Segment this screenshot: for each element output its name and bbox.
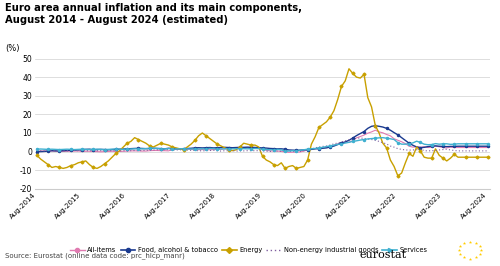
- Text: eurostat: eurostat: [360, 250, 407, 260]
- Text: Euro area annual inflation and its main components,
August 2014 - August 2024 (e: Euro area annual inflation and its main …: [5, 3, 302, 25]
- Text: Source: Eurostat (online data code: prc_hicp_manr): Source: Eurostat (online data code: prc_…: [5, 253, 185, 259]
- Text: (%): (%): [6, 44, 20, 53]
- Legend: All-items, Food, alcohol & tobacco, Energy, Non-energy industrial goods, Service: All-items, Food, alcohol & tobacco, Ener…: [70, 247, 428, 253]
